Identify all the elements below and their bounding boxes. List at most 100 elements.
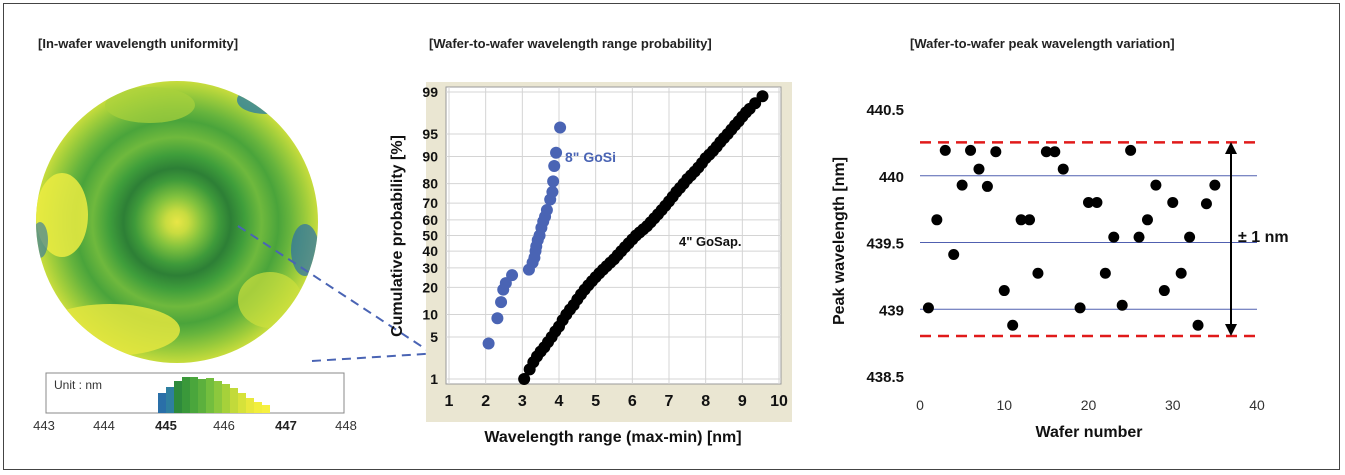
colorbar-tick-label: 446 [213, 418, 235, 433]
x-tick-label: 4 [555, 393, 564, 410]
y-tick-label: 95 [422, 126, 438, 142]
x-tick-label: 1 [445, 393, 454, 410]
y-tick-label: 70 [422, 195, 438, 211]
data-point-gosi [491, 312, 504, 325]
data-point-gosi [546, 185, 559, 198]
x-axis-label: Wafer number [1036, 424, 1143, 441]
data-point [1133, 231, 1145, 243]
data-point [1184, 231, 1196, 243]
data-point [1015, 214, 1027, 226]
data-point [998, 285, 1010, 297]
data-point-gosap [518, 373, 531, 385]
data-point [973, 163, 985, 175]
data-point [1167, 196, 1179, 208]
y-tick-label: 40 [422, 243, 438, 259]
x-tick-label: 20 [1081, 397, 1097, 413]
panel-title-peak-variation: [Wafer-to-wafer peak wavelength variatio… [910, 36, 1175, 51]
peak-wavelength-chart: 438.5 439 439.5 440 440.5 0 10 20 30 40 ± 1 nm Wa… [831, 102, 1289, 441]
data-point [1040, 146, 1052, 158]
data-point [1074, 302, 1086, 314]
data-point [939, 144, 951, 156]
data-point [948, 249, 960, 261]
x-tick-label: 2 [481, 393, 490, 410]
series-label-gosi: 8" GoSi [565, 149, 616, 165]
x-tick-label: 40 [1249, 397, 1265, 413]
y-tick-label: 440.5 [866, 102, 904, 119]
data-point-gosi [547, 175, 560, 188]
x-tick-label: 3 [518, 393, 527, 410]
data-point [1007, 319, 1019, 331]
data-points [482, 90, 769, 385]
y-tick-label: 99 [422, 84, 438, 100]
axes: 438.5 439 439.5 440 440.5 0 10 20 30 40 [866, 102, 1265, 413]
data-point [1024, 214, 1036, 226]
data-point [931, 214, 943, 226]
x-tick-label: 7 [665, 393, 674, 410]
y-tick-label: 90 [422, 148, 438, 164]
x-tick-label: 10 [996, 397, 1012, 413]
figure-frame [3, 3, 1340, 470]
colorbar-tick-label: 443 [33, 418, 55, 433]
y-tick-label: 30 [422, 260, 438, 276]
data-point [1083, 196, 1094, 208]
y-tick-label: 20 [422, 279, 438, 295]
y-tick-label: 60 [422, 212, 438, 228]
y-tick-label: 439 [879, 302, 904, 319]
data-point [1057, 163, 1069, 175]
data-point [922, 302, 934, 314]
x-axis-label: Wavelength range (max-min) [nm] [484, 429, 741, 446]
y-tick-label: 80 [422, 176, 438, 192]
x-axis-ticks: 1 2 3 4 5 6 7 8 9 10 [445, 393, 788, 410]
x-tick-label: 8 [701, 393, 710, 410]
colorbar-tick-label: 448 [335, 418, 357, 433]
data-point [1158, 285, 1170, 297]
y-axis-label: Cumulative probability [%] [389, 135, 406, 337]
x-tick-label: 6 [628, 393, 637, 410]
data-point [981, 180, 993, 192]
y-axis-label: Peak wavelength [nm] [831, 157, 848, 325]
data-point [1150, 179, 1162, 191]
range-annotation: ± 1 nm [1238, 229, 1289, 246]
data-point-gosi [506, 269, 519, 282]
data-point [1192, 319, 1204, 331]
data-point-gosi [495, 296, 508, 309]
x-tick-label: 10 [770, 393, 788, 410]
data-point [1099, 267, 1111, 279]
data-points [922, 144, 1221, 331]
y-tick-label: 50 [422, 228, 438, 244]
data-point [1116, 299, 1128, 311]
colorbar-tick-label: 447 [275, 418, 297, 433]
callout-line-upper [237, 225, 451, 366]
x-tick-label: 5 [591, 393, 600, 410]
data-point [1108, 231, 1120, 243]
data-point-gosi [482, 337, 495, 350]
y-tick-label: 438.5 [866, 369, 904, 386]
colorbar-unit-label: Unit : nm [54, 378, 102, 392]
data-point-gosap [756, 90, 769, 103]
colorbar-histogram [158, 377, 270, 413]
y-tick-label: 1 [430, 371, 438, 387]
panel-title-wafer-uniformity: [In-wafer wavelength uniformity] [38, 36, 239, 51]
panel-title-range-probability: [Wafer-to-wafer wavelength range probabi… [429, 36, 712, 51]
data-point [965, 144, 977, 156]
data-point [1200, 198, 1212, 210]
data-point [1091, 196, 1103, 208]
x-tick-label: 30 [1165, 397, 1181, 413]
y-tick-label: 5 [430, 329, 438, 345]
data-point [956, 179, 968, 191]
x-tick-label: 9 [738, 393, 747, 410]
y-tick-label: 10 [422, 307, 438, 323]
y-tick-label: 439.5 [866, 236, 904, 253]
data-point [1032, 267, 1044, 279]
x-tick-label: 0 [916, 397, 924, 413]
data-point [1125, 144, 1137, 156]
data-point [1049, 146, 1061, 158]
range-arrow-head-up [1225, 142, 1237, 154]
data-point-gosi [554, 121, 567, 134]
wafer-map: Unit : nm 443 444 445 446 447 448 [33, 81, 357, 433]
data-point-gosi [550, 146, 563, 159]
series-label-gosap: 4" GoSap. [679, 234, 742, 249]
range-arrow-head-down [1225, 324, 1237, 336]
